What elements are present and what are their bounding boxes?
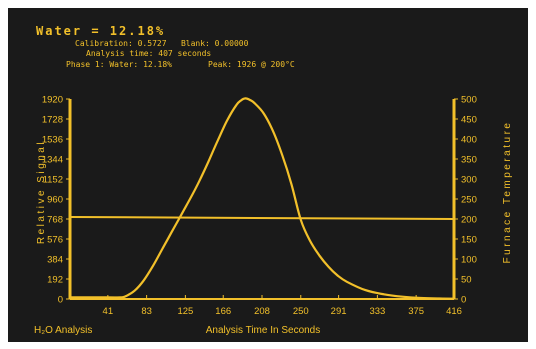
x-tick-label: 416 xyxy=(446,306,462,317)
peak-info: Peak: 1926 @ 200°C xyxy=(208,60,295,69)
x-tick-label: 125 xyxy=(177,306,193,317)
y2-tick-label: 100 xyxy=(461,255,477,266)
chromatogram-chart: 0 192 384 576 768 960 1152 1344 1536 1728 1920 0 50 1… xyxy=(34,95,513,337)
y2-tick-label: 200 xyxy=(461,215,477,226)
y2-axis-label: Furnace Temperature xyxy=(502,121,513,264)
result-title: Water = 12.18% xyxy=(36,24,166,38)
y-tick-label: 768 xyxy=(47,215,63,226)
y-tick-label: 0 xyxy=(58,295,63,306)
y2-tick-label: 400 xyxy=(461,135,477,146)
x-tick-label: 375 xyxy=(408,306,424,317)
y-tick-label: 384 xyxy=(47,255,63,266)
temperature-line xyxy=(69,216,455,220)
y2-tick-label: 450 xyxy=(461,115,477,126)
y-tick-label: 1344 xyxy=(42,155,63,166)
y-axis-label: Relative Signal xyxy=(36,140,47,244)
y2-tick-label: 50 xyxy=(461,275,472,286)
y2-tick-label: 350 xyxy=(461,155,477,166)
x-tick-label: 208 xyxy=(254,306,270,317)
y2-tick-label: 150 xyxy=(461,235,477,246)
y-tick-label: 1728 xyxy=(42,115,63,126)
x-tick-label: 41 xyxy=(103,306,114,317)
x-tick-label: 291 xyxy=(331,306,347,317)
analysis-time-info: Analysis time: 407 seconds xyxy=(86,49,212,58)
instrument-screen: Water = 12.18% Calibration: 0.5727 Blank… xyxy=(8,8,528,342)
x-tick-label: 333 xyxy=(369,306,385,317)
y2-tick-label: 500 xyxy=(461,95,477,106)
y-tick-label: 1152 xyxy=(43,175,63,186)
x-tick-label: 83 xyxy=(141,306,152,317)
phase-info: Phase 1: Water: 12.18% xyxy=(66,60,172,69)
y2-tick-label: 300 xyxy=(461,175,477,186)
y-tick-label: 1536 xyxy=(42,135,63,146)
calibration-info: Calibration: 0.5727 Blank: 0.00000 xyxy=(75,39,249,48)
x-axis-label: Analysis Time In Seconds xyxy=(206,325,321,336)
y2-tick-label: 250 xyxy=(461,195,477,206)
y-tick-label: 960 xyxy=(47,195,63,206)
y-tick-label: 192 xyxy=(47,275,63,286)
x-tick-label: 166 xyxy=(215,306,231,317)
method-name: H₂O Analysis xyxy=(34,325,92,336)
y-tick-label: 1920 xyxy=(42,95,63,106)
y-tick-label: 576 xyxy=(47,235,63,246)
signal-curve xyxy=(70,97,455,300)
y2-tick-label: 0 xyxy=(461,295,466,306)
x-tick-label: 250 xyxy=(293,306,309,317)
